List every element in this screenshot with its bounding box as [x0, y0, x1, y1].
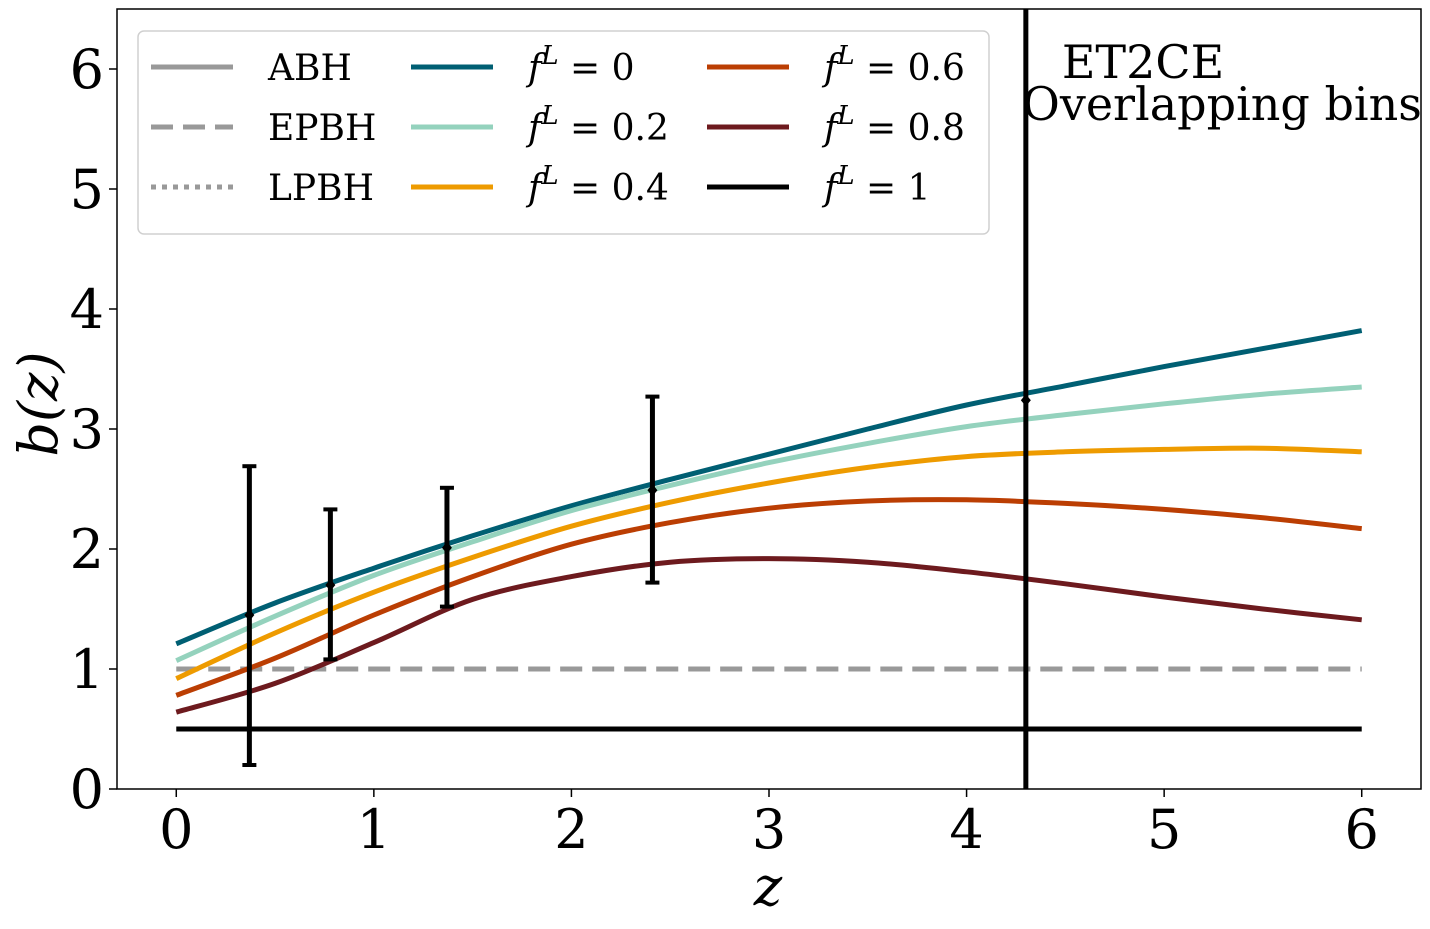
legend-label-4: fL = 0.2 — [525, 101, 669, 149]
series-line-6 — [175, 497, 1363, 698]
annotation-line-2: Overlapping bins — [1022, 77, 1422, 131]
error-point-0 — [244, 609, 255, 621]
legend-label-3: fL = 0 — [525, 41, 635, 89]
y-tick-label-1: 1 — [70, 638, 104, 701]
x-tick-label-3: 3 — [752, 798, 786, 861]
y-tick-label-0: 0 — [70, 758, 104, 821]
x-axis-ticks: 0 1 2 3 4 5 6 — [159, 789, 1379, 861]
y-tick-label-2: 2 — [70, 518, 104, 581]
legend-box — [137, 30, 990, 235]
series-line-5 — [175, 445, 1362, 681]
legend-label-1: EPBH — [268, 108, 376, 149]
error-point-2 — [441, 541, 452, 554]
x-tick-label-1: 1 — [357, 798, 391, 861]
x-tick-label-2: 2 — [554, 798, 588, 861]
error-point-4 — [1020, 394, 1031, 407]
y-tick-label-5: 5 — [70, 158, 104, 221]
y-axis-label: b(z) — [7, 351, 70, 456]
series-line-3 — [175, 328, 1363, 647]
legend-label-5: fL = 0.4 — [525, 161, 669, 209]
legend-label-6: fL = 0.6 — [821, 41, 965, 89]
x-tick-label-4: 4 — [949, 798, 983, 861]
x-tick-label-5: 5 — [1147, 798, 1181, 861]
legend-label-0: ABH — [267, 48, 352, 89]
error-bars — [242, 9, 1031, 789]
error-point-3 — [647, 484, 658, 497]
series-line-7 — [175, 556, 1363, 715]
legend: ABH EPBH LPBH fL = 0 fL = 0.2 fL = 0.4 fL = 0.… — [137, 30, 990, 235]
x-tick-label-6: 6 — [1345, 798, 1379, 861]
error-point-1 — [325, 579, 336, 591]
x-tick-label-0: 0 — [159, 798, 193, 861]
y-tick-label-3: 3 — [70, 398, 104, 461]
series-line-4 — [175, 384, 1362, 663]
y-axis-ticks: 0 1 2 3 4 5 6 — [70, 38, 117, 821]
x-axis-label: z — [753, 855, 783, 918]
series-layer — [175, 328, 1363, 732]
y-tick-label-4: 4 — [70, 278, 104, 341]
annotation-line-1: ET2CE — [1062, 35, 1224, 89]
legend-label-2: LPBH — [268, 168, 374, 209]
y-tick-label-6: 6 — [70, 38, 104, 101]
